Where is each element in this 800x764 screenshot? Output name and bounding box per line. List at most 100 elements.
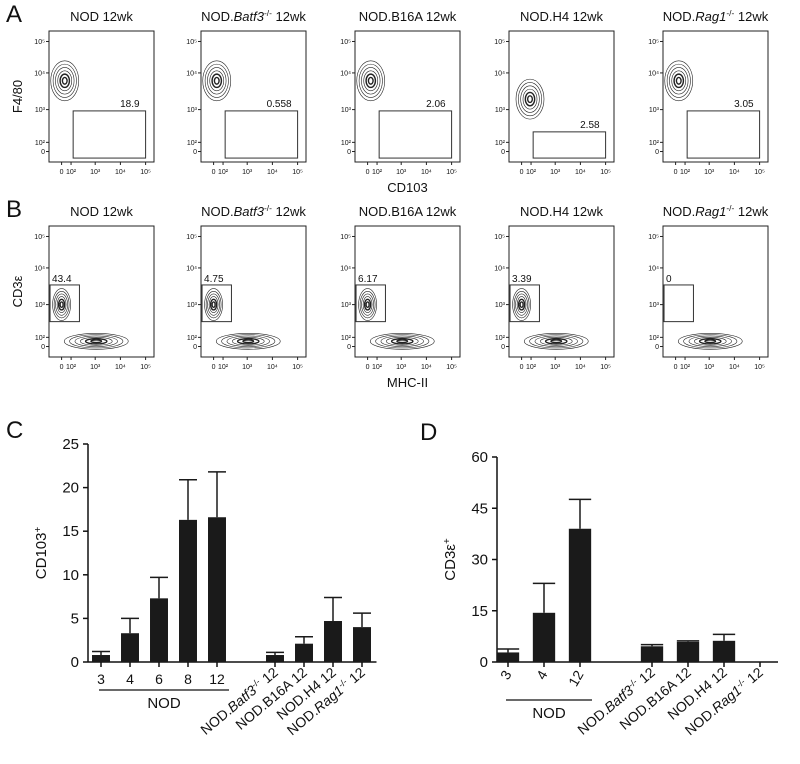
x-tick-label: 10⁴ (267, 364, 278, 371)
x-tick-label: 10⁴ (115, 169, 126, 176)
x-tick-label: 10⁵ (446, 169, 457, 176)
bar (208, 517, 226, 662)
y-tick-label: 10² (495, 140, 506, 147)
contour (669, 67, 689, 95)
x-tick-label: 10⁴ (575, 364, 586, 371)
gate-value: 18.9 (120, 99, 140, 110)
gate-value: 43.4 (52, 274, 72, 285)
y-tick-label: 0 (655, 149, 659, 156)
plot-title: NOD.B16A 12wk (359, 9, 457, 24)
y-tick-label: 10⁴ (494, 70, 505, 77)
contour (362, 296, 373, 313)
contour (512, 288, 531, 321)
x-tick-label: 10³ (550, 364, 561, 371)
y-tick-label: 10⁴ (186, 265, 197, 272)
x-tick-label: 3 (97, 671, 105, 687)
plot-frame (662, 225, 769, 358)
contour (539, 336, 573, 346)
contour (396, 339, 409, 344)
contour (515, 78, 545, 120)
x-tick-label: 10³ (396, 364, 407, 371)
y-tick-label: 10³ (495, 107, 506, 114)
plot-title: NOD 12wk (70, 9, 133, 24)
x-tick-label: 10² (526, 169, 537, 176)
bar (179, 519, 197, 662)
x-tick-label: 10⁵ (600, 169, 611, 176)
y-tick-label: 15 (62, 523, 79, 540)
bar (353, 627, 371, 662)
gate (663, 284, 694, 323)
x-tick-label: 10⁴ (115, 364, 126, 371)
panel-letter: C (6, 417, 23, 444)
y-tick-label: 0 (347, 149, 351, 156)
contour (242, 339, 255, 344)
x-tick-label: 10⁴ (421, 364, 432, 371)
y-tick-label: 10⁵ (340, 39, 351, 46)
contour (515, 293, 528, 316)
contour (367, 76, 374, 85)
y-tick-label: 10⁴ (340, 265, 351, 272)
contour (207, 293, 220, 316)
x-tick-label: 10⁴ (729, 169, 740, 176)
contour (79, 336, 113, 346)
plot-frame (200, 225, 307, 358)
y-tick-label: 10⁴ (494, 265, 505, 272)
y-tick-label: 10⁴ (648, 265, 659, 272)
contour (53, 290, 70, 319)
gate (686, 110, 761, 159)
x-tick-label: 10⁵ (754, 364, 765, 371)
y-tick-label: 10⁵ (34, 39, 45, 46)
contour (231, 336, 265, 346)
contour (59, 301, 64, 308)
y-tick-label: 0 (480, 654, 488, 671)
x-tick-label: 4 (126, 671, 134, 687)
y-tick-label: 0 (71, 654, 79, 671)
contour (236, 337, 260, 345)
plot-title: NOD.H4 12wk (520, 204, 604, 219)
gate-value: 4.75 (204, 274, 224, 285)
y-tick-label: 45 (471, 500, 488, 517)
plot-frame (508, 225, 615, 358)
y-tick-label: 10 (62, 567, 79, 584)
contour (550, 339, 563, 344)
plot-title: NOD.Rag1-/- 12wk (663, 203, 769, 219)
contour (380, 335, 424, 347)
plot-title-part: Rag1 (695, 204, 726, 219)
x-tick-label: 0 (520, 169, 524, 176)
contour (356, 60, 386, 102)
contour (215, 332, 281, 350)
contour (208, 296, 219, 313)
y-tick-label: 10² (35, 335, 46, 342)
contour (529, 334, 584, 349)
contour (673, 73, 685, 89)
panel-letter: B (6, 196, 22, 223)
plot-title-part: Batf3 (234, 204, 265, 219)
y-tick-label: 10⁴ (340, 70, 351, 77)
contour (55, 67, 75, 95)
gate (72, 110, 147, 159)
bar (266, 655, 284, 662)
gate-value: 2.06 (426, 99, 446, 110)
y-tick-label: 20 (62, 480, 79, 497)
y-tick-label: 0 (41, 149, 45, 156)
x-tick-label: 0 (60, 364, 64, 371)
plot-title-part: Batf3 (234, 9, 265, 24)
bar (532, 612, 556, 662)
plot-title-part: -/- (264, 203, 272, 213)
plot-title-part: -/- (264, 8, 272, 18)
contour (698, 337, 722, 345)
y-tick-label: 0 (501, 344, 505, 351)
plot-title: NOD.B16A 12wk (359, 204, 457, 219)
x-tick-label: 8 (184, 671, 192, 687)
axis-label-part: + (33, 527, 44, 533)
x-tick-label: 0 (212, 364, 216, 371)
panel-letter: D (420, 419, 437, 446)
x-tick-label: 10⁴ (421, 169, 432, 176)
plot-frame (354, 30, 461, 163)
x-tick-label: 0 (366, 169, 370, 176)
axis-label-part: CD103 (33, 533, 50, 580)
contour (213, 76, 220, 85)
y-tick-label: 10³ (341, 107, 352, 114)
